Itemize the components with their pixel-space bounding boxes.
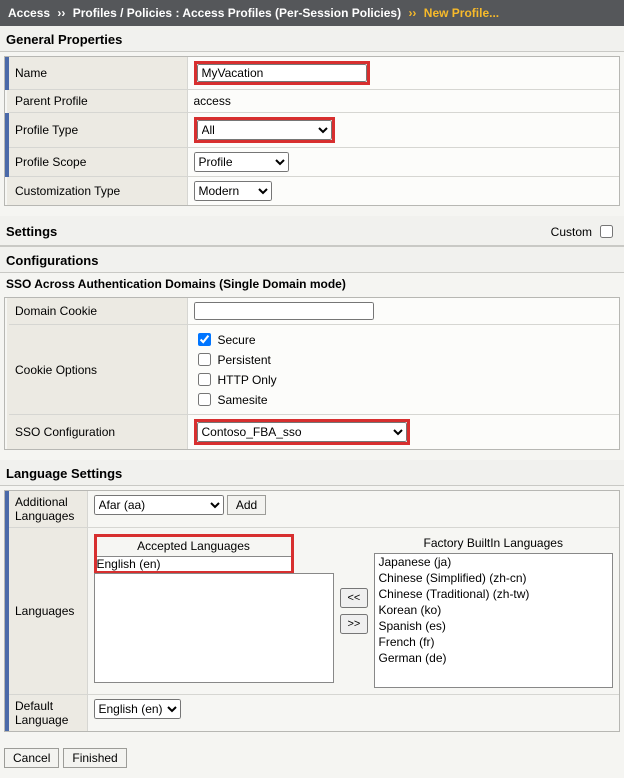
breadcrumb-root[interactable]: Access [8,6,50,20]
factory-languages-header: Factory BuiltIn Languages [374,534,614,553]
list-item[interactable]: Spanish (es) [375,618,613,634]
domain-cookie-input[interactable] [194,302,374,320]
cookie-options-label: Cookie Options [7,325,187,415]
general-properties-box: Name Parent Profile access Profile Type … [4,56,620,206]
accepted-languages-header: Accepted Languages [97,537,291,556]
sso-config-label: SSO Configuration [7,415,187,450]
move-right-button[interactable]: >> [340,614,368,634]
breadcrumb-section[interactable]: Profiles / Policies : Access Profiles (P… [73,6,401,20]
breadcrumb: Access ›› Profiles / Policies : Access P… [0,0,624,26]
httponly-checkbox[interactable] [198,373,211,386]
customization-type-select[interactable]: Modern [194,181,272,201]
parent-profile-label: Parent Profile [7,90,187,113]
list-item[interactable]: Japanese (ja) [375,554,613,570]
domain-cookie-label: Domain Cookie [7,298,187,325]
profile-type-select[interactable]: All [197,120,332,140]
customization-type-label: Customization Type [7,177,187,206]
secure-label: Secure [218,333,256,347]
list-item[interactable]: Chinese (Traditional) (zh-tw) [375,586,613,602]
additional-languages-label: Additional Languages [7,491,87,528]
breadcrumb-sep-2: ›› [404,6,420,20]
secure-checkbox[interactable] [198,333,211,346]
cancel-button[interactable]: Cancel [4,748,59,768]
breadcrumb-sep-1: ›› [53,6,69,20]
configurations-title: Configurations [0,246,624,273]
sso-title: SSO Across Authentication Domains (Singl… [0,273,624,293]
httponly-label: HTTP Only [218,373,277,387]
list-item[interactable]: Chinese (Simplified) (zh-cn) [375,570,613,586]
sso-box: Domain Cookie Cookie Options Secure Pers… [4,297,620,450]
persistent-checkbox[interactable] [198,353,211,366]
profile-scope-label: Profile Scope [7,148,187,177]
profile-scope-select[interactable]: Profile [194,152,289,172]
breadcrumb-current: New Profile... [424,6,499,20]
samesite-checkbox[interactable] [198,393,211,406]
custom-label: Custom [551,225,592,239]
name-input[interactable] [197,64,367,82]
default-language-label: Default Language [7,695,87,732]
footer-buttons: Cancel Finished [0,742,624,778]
default-language-select[interactable]: English (en) [94,699,181,719]
profile-type-label: Profile Type [7,113,187,148]
list-item[interactable]: French (fr) [375,634,613,650]
accepted-languages-listbox[interactable] [94,573,334,683]
additional-languages-select[interactable]: Afar (aa) [94,495,224,515]
custom-checkbox[interactable] [600,225,613,238]
samesite-label: Samesite [218,393,268,407]
factory-languages-listbox[interactable]: Japanese (ja) Chinese (Simplified) (zh-c… [374,553,614,688]
language-settings-title: Language Settings [0,460,624,486]
accepted-language-item[interactable]: English (en) [97,557,291,571]
languages-label: Languages [7,528,87,695]
list-item[interactable]: Korean (ko) [375,602,613,618]
settings-header: Settings Custom [0,216,624,246]
move-left-button[interactable]: << [340,588,368,608]
parent-profile-value: access [187,90,619,113]
add-language-button[interactable]: Add [227,495,266,515]
settings-title: Settings [6,224,57,239]
general-properties-title: General Properties [0,26,624,52]
finished-button[interactable]: Finished [63,748,126,768]
name-label: Name [7,57,187,90]
persistent-label: Persistent [218,353,271,367]
language-settings-box: Additional Languages Afar (aa) Add Langu… [4,490,620,732]
list-item[interactable]: German (de) [375,650,613,666]
sso-config-select[interactable]: Contoso_FBA_sso [197,422,407,442]
